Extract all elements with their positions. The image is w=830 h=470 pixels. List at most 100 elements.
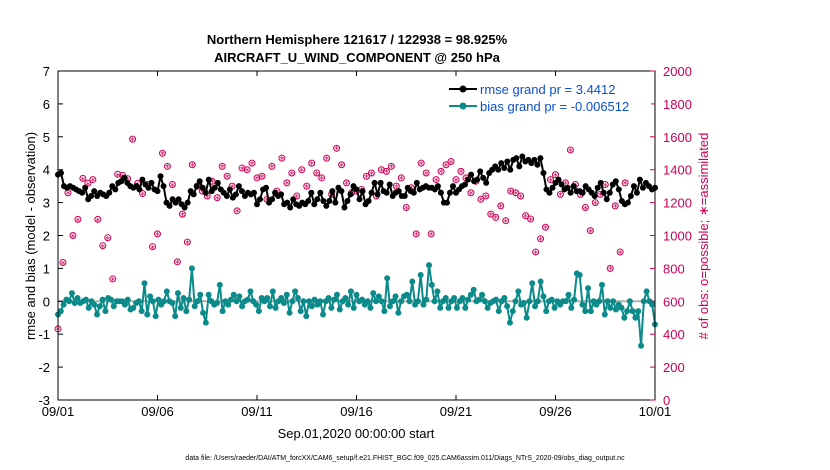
bias-point — [526, 298, 533, 305]
rmse-point — [531, 156, 538, 163]
obs-possible-marker — [79, 174, 87, 182]
obs-possible-marker — [542, 223, 550, 231]
rmse-point — [263, 184, 270, 191]
bias-point — [289, 298, 296, 305]
y-left-axis-ticks: -3 -2 -1 0 1 2 3 4 5 6 7 — [38, 64, 63, 408]
obs-possible-marker — [188, 161, 196, 169]
bias-point — [370, 290, 377, 297]
rmse-point — [199, 184, 206, 191]
bias-point — [169, 299, 176, 306]
obs-assimilated-marker: * — [215, 194, 220, 205]
y-right-axis-ticks: 0 200 400 600 800 1000 1200 1400 1600 1800 2000 — [650, 64, 692, 408]
bias-point — [94, 311, 101, 318]
obs-assimilated-marker: * — [389, 163, 394, 174]
bias-point — [194, 298, 201, 305]
rmse-point — [395, 188, 402, 195]
obs-possible-marker — [392, 182, 400, 190]
bias-point — [297, 308, 304, 315]
obs-assimilated-marker: * — [518, 193, 523, 204]
bias-point — [607, 304, 614, 311]
bias-point — [300, 298, 307, 305]
y-left-tick-label: 0 — [43, 294, 50, 309]
rmse-point — [594, 184, 601, 191]
obs-possible-marker — [139, 190, 147, 198]
bias-point — [470, 286, 477, 293]
rmse-point — [317, 189, 324, 196]
obs-assimilated-marker: * — [508, 188, 513, 199]
obs-assimilated-marker: * — [130, 136, 135, 147]
obs-possible-marker — [497, 202, 505, 210]
rmse-point — [368, 189, 375, 196]
obs-possible-marker — [427, 230, 435, 238]
bias-point — [108, 296, 115, 303]
obs-assimilated-marker: * — [563, 180, 568, 191]
rmse-point — [332, 199, 339, 206]
bias-point — [292, 288, 299, 295]
bias-point — [540, 293, 547, 300]
rmse-point — [501, 165, 508, 172]
bias-point — [576, 271, 583, 278]
obs-possible-marker — [402, 204, 410, 212]
obs-possible-marker — [99, 242, 107, 250]
obs-possible-marker — [606, 264, 614, 272]
bias-point — [82, 296, 89, 303]
obs-possible-marker — [397, 174, 405, 182]
rmse-point — [615, 186, 622, 193]
bias-point — [308, 303, 315, 310]
bias-point — [144, 311, 151, 318]
bias-point — [509, 308, 516, 315]
obs-assimilated-marker: * — [309, 160, 314, 171]
obs-assimilated-marker: * — [75, 217, 80, 228]
bias-series — [55, 262, 658, 349]
obs-possible-marker — [591, 199, 599, 207]
bias-point — [565, 291, 572, 298]
x-tick-label: 09/01 — [42, 404, 75, 419]
obs-assimilated-marker: * — [603, 181, 608, 192]
obs-assimilated-marker: * — [105, 235, 110, 246]
bias-point — [434, 288, 441, 295]
y-left-axis-label: rmse and bias (model - observation) — [23, 132, 38, 340]
obs-assimilated-marker: * — [533, 249, 538, 260]
bias-point — [626, 298, 633, 305]
bias-point — [423, 296, 430, 303]
bias-point — [102, 308, 109, 315]
bias-point — [453, 304, 460, 311]
bias-point — [467, 291, 474, 298]
obs-possible-marker — [367, 169, 375, 177]
rmse-point — [483, 179, 490, 186]
obs-assimilated-marker: * — [503, 218, 508, 229]
rmse-point — [549, 184, 556, 191]
bias-point — [200, 309, 207, 316]
y-left-tick-label: -1 — [38, 327, 50, 342]
bias-point — [375, 293, 382, 300]
bias-point — [562, 298, 569, 305]
rmse-point — [636, 176, 643, 183]
rmse-point — [377, 179, 384, 186]
bias-point — [130, 304, 137, 311]
obs-assimilated-marker: * — [95, 217, 100, 228]
bias-point — [135, 298, 142, 305]
bias-point — [269, 288, 276, 295]
rmse-point — [184, 199, 191, 206]
obs-assimilated-marker: * — [623, 180, 628, 191]
bias-point — [177, 304, 184, 311]
bias-point — [180, 295, 187, 302]
obs-possible-marker — [84, 179, 92, 187]
bias-point — [571, 296, 578, 303]
bias-point — [342, 295, 349, 302]
obs-assimilated-marker: * — [618, 249, 623, 260]
rmse-point — [278, 191, 285, 198]
obs-possible-marker — [387, 162, 395, 170]
obs-possible-marker — [303, 182, 311, 190]
bias-point — [643, 288, 650, 295]
obs-assimilated-marker: * — [404, 204, 409, 215]
legend-box — [443, 78, 651, 116]
rmse-point — [287, 204, 294, 211]
bias-point — [227, 296, 234, 303]
bias-point — [85, 304, 92, 311]
bias-point — [359, 296, 366, 303]
obs-assimilated-marker: * — [150, 244, 155, 255]
obs-possible-marker — [168, 181, 176, 189]
bias-point — [532, 303, 539, 310]
rmse-point — [214, 179, 221, 186]
